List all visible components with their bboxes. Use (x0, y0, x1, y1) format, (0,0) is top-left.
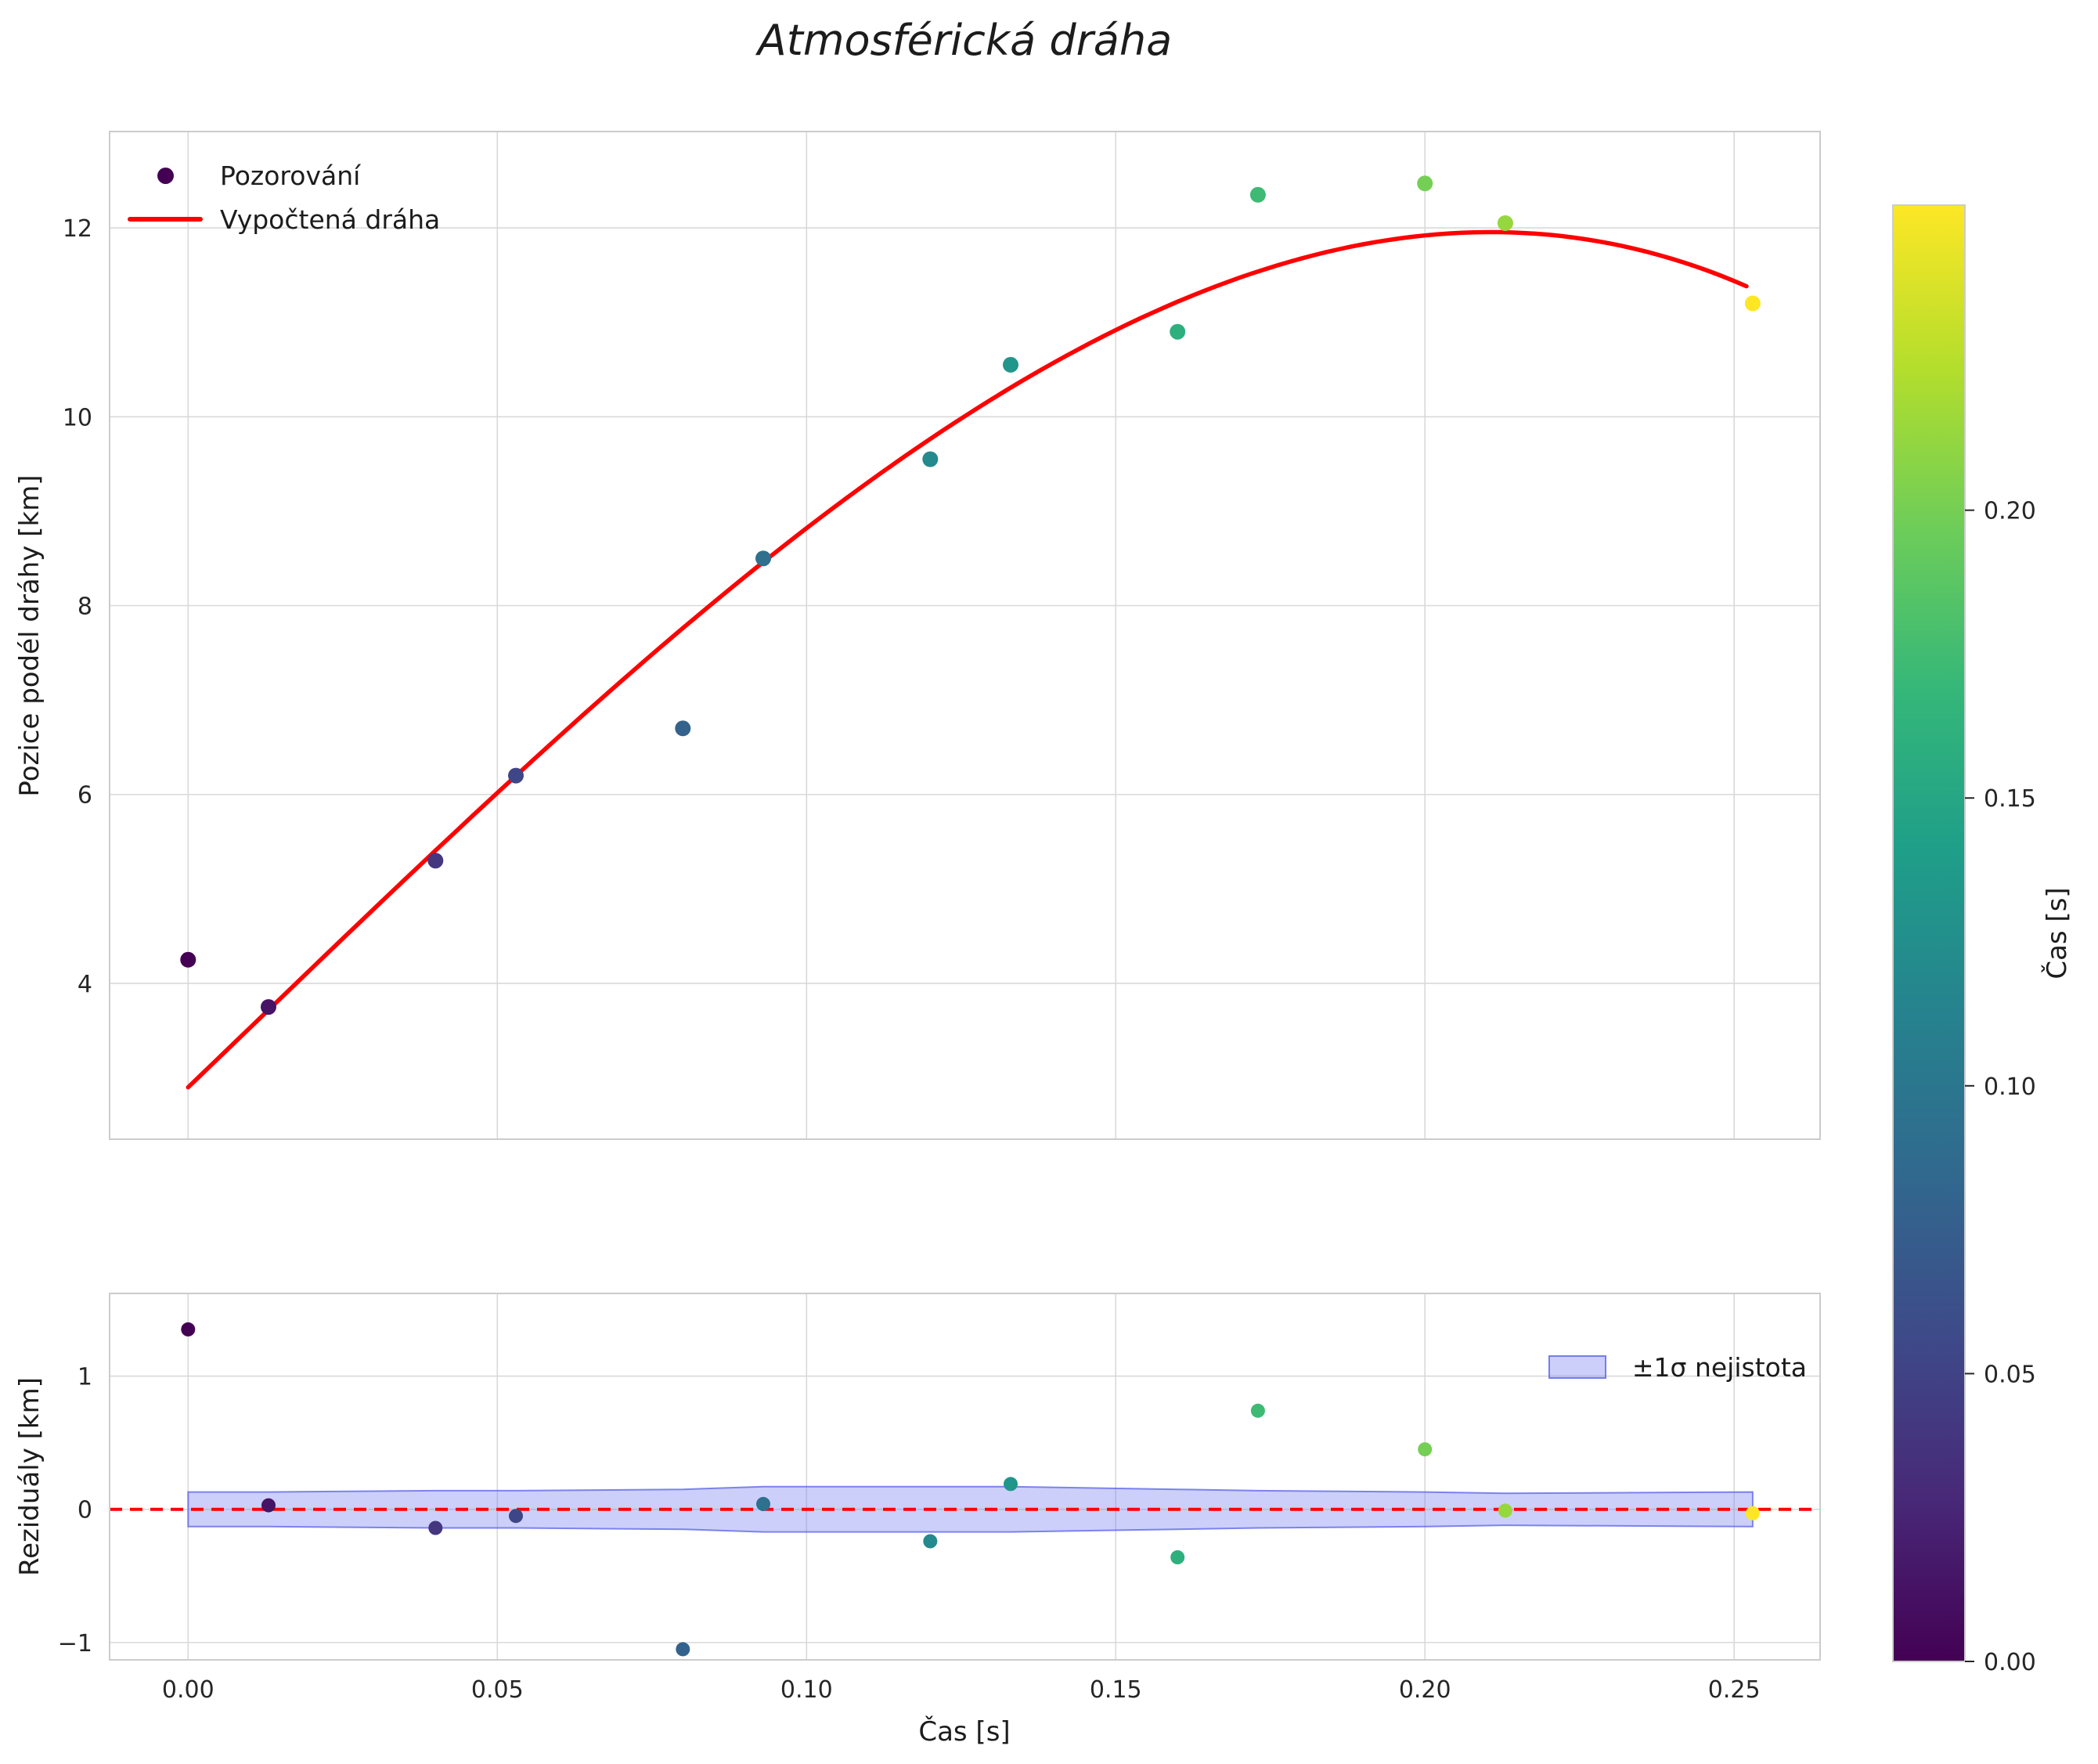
residual-point (1170, 1550, 1185, 1564)
trajectory-y-tick-label: 6 (78, 782, 92, 810)
legend-item-fitted-curve: Vypočtená dráha (128, 197, 440, 241)
trajectory-axes-frame (109, 131, 1821, 1140)
x-tick-label: 0.20 (1399, 1676, 1451, 1704)
observation-point (180, 951, 196, 968)
colorbar-tick-label: 0.05 (1984, 1361, 2036, 1388)
observation-point (1003, 356, 1018, 373)
x-tick-label: 0.10 (780, 1676, 833, 1704)
residuals-y-tick-label: 0 (78, 1497, 92, 1524)
residual-point (181, 1322, 196, 1337)
residual-points (181, 1322, 1760, 1657)
x-axis-label: Čas [s] (918, 1716, 1011, 1748)
observation-point (1744, 295, 1761, 312)
colorbar-label: Čas [s] (2042, 887, 2073, 979)
fitted-curve (186, 229, 1749, 1090)
colorbar-tick-label: 0.00 (1984, 1649, 2036, 1676)
uncertainty-patch-icon (1548, 1355, 1606, 1379)
trajectory-y-tick-label: 4 (78, 971, 92, 998)
x-tick-label: 0.00 (162, 1676, 214, 1704)
residual-point (428, 1521, 443, 1535)
observation-point (261, 999, 276, 1015)
residuals-axes-frame (109, 1293, 1821, 1661)
residual-point (1250, 1403, 1265, 1418)
legend-observations-label: Pozorování (220, 160, 361, 191)
residual-point (1004, 1477, 1018, 1492)
legend-uncertainty-label: ±1σ nejistota (1631, 1351, 1807, 1383)
observation-point (1170, 323, 1186, 340)
observation-point (755, 550, 771, 567)
x-tick-label: 0.25 (1708, 1676, 1761, 1704)
residual-point (1498, 1503, 1512, 1518)
observation-point (508, 767, 524, 784)
observation-point (1497, 215, 1513, 231)
legend-item-observations: Pozorování (128, 153, 440, 197)
observation-point (1249, 186, 1266, 203)
residual-point (923, 1534, 938, 1549)
observation-point (922, 451, 939, 467)
colorbar-tick-label: 0.15 (1984, 785, 2036, 813)
trajectory-legend: Pozorování Vypočtená dráha (128, 153, 440, 241)
observation-point (1417, 175, 1433, 192)
trajectory-y-tick-label: 12 (63, 215, 92, 243)
trajectory-y-axis-label: Pozice podél dráhy [km] (14, 474, 45, 797)
residual-point (509, 1509, 523, 1524)
observations-marker-icon (157, 167, 174, 184)
figure-title: Atmosférická dráha (757, 16, 1173, 65)
residual-point (756, 1496, 770, 1511)
residuals-y-tick-label: −1 (58, 1630, 92, 1658)
residuals-legend: ±1σ nejistota (1540, 1345, 1807, 1389)
x-tick-label: 0.05 (471, 1676, 524, 1704)
residuals-y-axis-label: Reziduály [km] (14, 1377, 45, 1576)
x-tick-label: 0.15 (1090, 1676, 1142, 1704)
colorbar (1892, 204, 1966, 1662)
trajectory-y-tick-label: 10 (63, 404, 92, 431)
trajectory-grid (110, 132, 1820, 1139)
residual-point (261, 1498, 276, 1513)
colorbar-tick-label: 0.20 (1984, 498, 2036, 525)
trajectory-y-tick-label: 8 (78, 593, 92, 621)
colorbar-tick-label: 0.10 (1984, 1073, 2036, 1101)
residuals-y-tick-label: 1 (78, 1364, 92, 1391)
residual-point (676, 1642, 690, 1657)
observation-point (675, 720, 691, 737)
observation-points (180, 175, 1761, 1015)
legend-fitted-label: Vypočtená dráha (220, 204, 441, 235)
fitted-curve-line-icon (128, 217, 203, 222)
legend-item-uncertainty: ±1σ nejistota (1540, 1345, 1807, 1389)
residual-point (1745, 1506, 1760, 1521)
observation-point (427, 853, 444, 869)
residual-point (1418, 1442, 1433, 1457)
